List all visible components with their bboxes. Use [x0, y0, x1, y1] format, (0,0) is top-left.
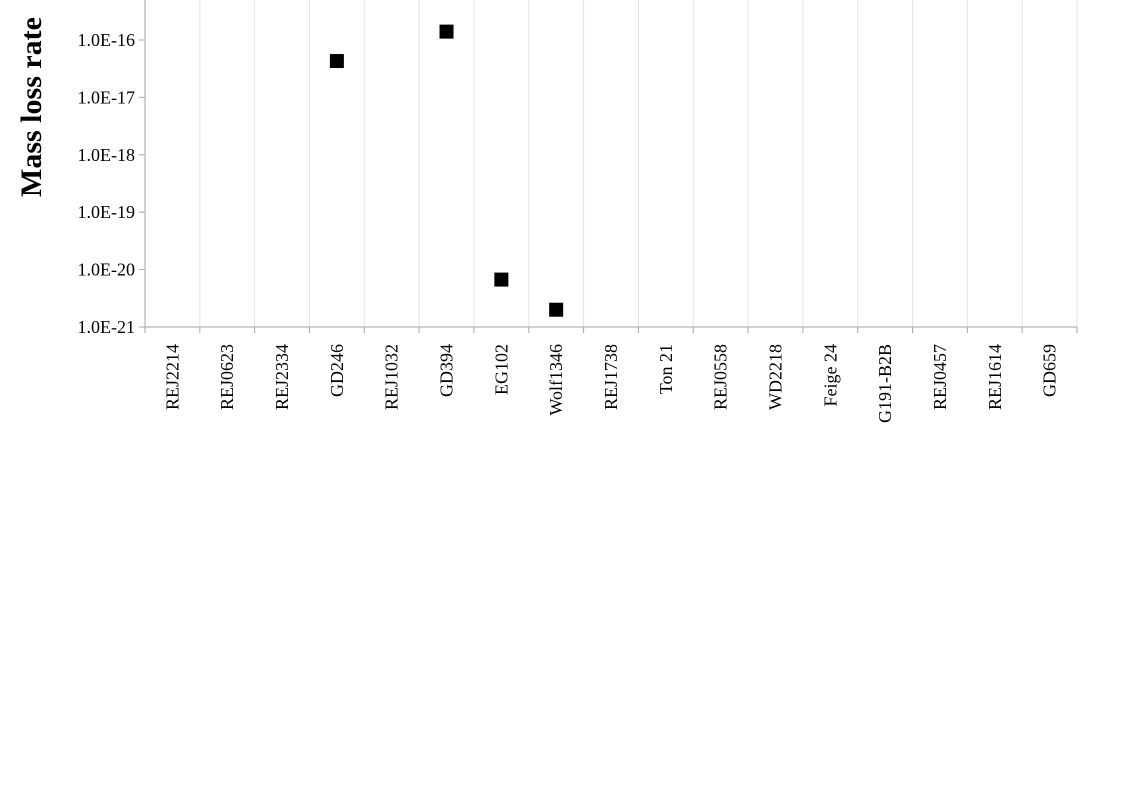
y-axis-label: Mass loss rate — [15, 17, 48, 197]
x-tick-label: Feige 24 — [820, 344, 840, 407]
x-tick-label: REJ1032 — [382, 344, 402, 410]
data-point — [329, 54, 344, 69]
x-tick-label: GD246 — [327, 344, 347, 397]
x-tick-label: REJ0623 — [217, 344, 237, 410]
y-tick-label: 1.0E-17 — [78, 87, 136, 107]
x-tick-label: REJ2334 — [272, 344, 292, 410]
x-tick-label: GD659 — [1040, 344, 1060, 397]
x-tick-label: REJ1738 — [601, 344, 621, 410]
x-tick-label: REJ2214 — [162, 344, 182, 410]
x-tick-label: EG102 — [491, 344, 511, 395]
y-tick-label: 1.0E-21 — [78, 317, 136, 337]
y-tick-label: 1.0E-18 — [78, 145, 136, 165]
y-tick-labels: 1.0E-21 1.0E-20 1.0E-19 1.0E-18 1.0E-17 1.0E-… — [78, 30, 136, 337]
y-tick-label: 1.0E-20 — [78, 260, 136, 280]
grid-lines — [199, 0, 1078, 327]
x-tick-label: REJ0457 — [930, 344, 950, 410]
data-point — [549, 302, 564, 317]
y-tick-label: 1.0E-19 — [78, 202, 136, 222]
data-point — [494, 272, 509, 287]
x-tick-label: WD2218 — [765, 344, 785, 410]
axes — [139, 0, 1078, 333]
x-tick-labels: REJ2214 REJ0623 REJ2334 GD246 REJ1032 GD394 EG… — [162, 344, 1059, 423]
x-tick-label: REJ0558 — [711, 344, 731, 410]
data-points — [329, 24, 564, 317]
x-tick-label: GD394 — [437, 344, 457, 397]
data-point — [439, 24, 454, 39]
x-tick-label: REJ1614 — [985, 344, 1005, 410]
x-tick-label: Wolf1346 — [546, 344, 566, 416]
x-tick-label: Ton 21 — [656, 344, 676, 394]
x-tick-label: G191-B2B — [875, 344, 895, 423]
y-tick-label: 1.0E-16 — [78, 30, 136, 50]
